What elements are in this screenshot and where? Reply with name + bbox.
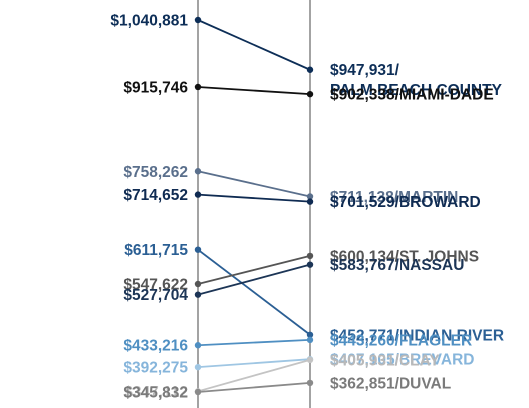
end-label-indian-river: $452,771/INDIAN RIVER bbox=[330, 327, 504, 344]
start-point-duval bbox=[194, 388, 202, 396]
slope-lines bbox=[197, 19, 311, 393]
end-label-line2-palm-beach-county: PALM BEACH COUNTY bbox=[330, 82, 503, 99]
start-label-palm-beach-county: $1,040,881 bbox=[110, 13, 188, 30]
slope-line-brevard bbox=[197, 358, 311, 369]
end-label-clay: $405,931/CLAY bbox=[330, 352, 440, 369]
start-point-flagler bbox=[194, 342, 202, 349]
end-label-duval: $362,851/DUVAL bbox=[330, 375, 451, 392]
slope-line-miami-dade bbox=[197, 86, 311, 96]
start-label-martin: $758,262 bbox=[123, 164, 188, 181]
end-label-miami-dade: $902,338/MIAMI-DADE bbox=[330, 87, 494, 104]
end-point-palm-beach-county bbox=[306, 66, 314, 73]
start-label-brevard: $392,275 bbox=[123, 360, 188, 377]
end-point-miami-dade bbox=[306, 90, 314, 98]
end-point-nassau bbox=[306, 261, 314, 268]
start-label-clay: $347,112 bbox=[124, 384, 188, 401]
start-label-duval: $345,832 bbox=[123, 385, 188, 402]
slope-line-broward bbox=[197, 193, 311, 203]
slope-line-indian-river bbox=[197, 248, 311, 336]
end-point-indian-river bbox=[306, 331, 314, 338]
end-label-nassau: $583,767/NASSAU bbox=[330, 257, 464, 274]
start-label-broward: $714,652 bbox=[123, 187, 188, 204]
start-point-st-johns bbox=[194, 280, 202, 288]
end-point-martin bbox=[306, 193, 314, 200]
end-label-broward: $701,529/BROWARD bbox=[330, 194, 481, 211]
end-point-broward bbox=[306, 198, 314, 205]
start-label-indian-river: $611,715 bbox=[124, 242, 188, 259]
end-label-st-johns: $600,134/ST. JOHNS bbox=[330, 248, 479, 265]
start-point-palm-beach-county bbox=[194, 16, 202, 24]
end-point-duval bbox=[306, 379, 314, 387]
end-label-palm-beach-county: $947,931/ bbox=[330, 62, 400, 79]
start-point-miami-dade bbox=[194, 83, 202, 91]
end-label-martin: $711,138/MARTIN bbox=[330, 189, 458, 206]
end-point-flagler bbox=[306, 336, 314, 344]
start-point-brevard bbox=[194, 363, 202, 371]
data-labels: $1,040,881 $947,931/PALM BEACH COUNTY $915… bbox=[110, 13, 504, 402]
start-point-broward bbox=[194, 191, 202, 198]
start-label-flagler: $433,216 bbox=[123, 338, 188, 355]
start-label-miami-dade: $915,746 bbox=[123, 79, 188, 96]
slope-line-nassau bbox=[197, 263, 311, 296]
end-label-brevard: $407,105/BREVARD bbox=[330, 352, 474, 369]
slope-line-st-johns bbox=[197, 255, 311, 285]
slope-line-clay bbox=[197, 358, 311, 393]
slope-line-duval bbox=[197, 381, 311, 393]
data-points bbox=[194, 16, 314, 396]
slope-line-martin bbox=[197, 170, 311, 198]
slope-line-palm-beach-county bbox=[197, 19, 311, 71]
start-point-indian-river bbox=[194, 246, 202, 253]
end-point-clay bbox=[306, 356, 314, 364]
start-point-martin bbox=[194, 168, 202, 175]
slope-line-flagler bbox=[197, 338, 311, 347]
start-label-nassau: $527,704 bbox=[123, 287, 188, 304]
start-point-nassau bbox=[194, 291, 202, 298]
end-label-flagler: $443,260/FLAGLER bbox=[330, 332, 472, 349]
end-point-st-johns bbox=[306, 252, 314, 260]
start-label-st-johns: $547,622 bbox=[123, 276, 188, 293]
